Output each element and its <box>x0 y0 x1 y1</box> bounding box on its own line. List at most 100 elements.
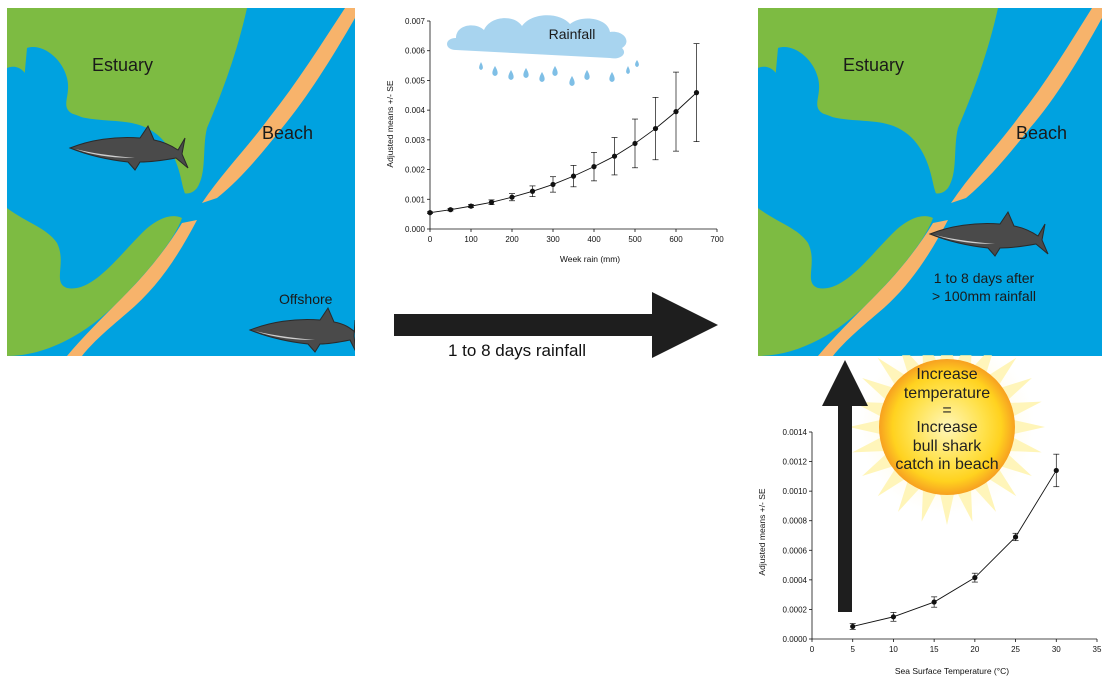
vertical-arrow-shape <box>822 360 868 612</box>
rainfall-chart-x-tick-label: 300 <box>546 235 560 244</box>
cloud-label: Rainfall <box>549 26 596 42</box>
sst-chart-x-tick-label: 15 <box>930 645 939 654</box>
rainfall-chart-axes: 0 100 200 300 400 500 600 700 0.000 0.001 0.002 0.0… <box>405 17 724 244</box>
right-map-note-line2: > 100mm rainfall <box>932 288 1036 304</box>
horizontal-arrow-label: 1 to 8 days rainfall <box>448 341 586 360</box>
sun-text-line5: bull shark <box>913 438 982 455</box>
sst-chart-data-point <box>972 575 978 581</box>
sst-chart-marks <box>849 453 1060 630</box>
left-map-channel <box>22 47 197 218</box>
sst-chart-x-tick-label: 20 <box>970 645 979 654</box>
rainfall-chart-y-tick-label: 0.006 <box>405 47 426 56</box>
right-map-estuary-label: Estuary <box>843 55 904 75</box>
rainfall-chart-data-point <box>427 210 433 216</box>
rainfall-chart-data-point <box>529 188 536 194</box>
rainfall-chart-data-point <box>468 203 474 209</box>
rainfall-chart-data-point <box>693 90 700 96</box>
rainfall-chart: Rainfall 0 100 200 300 400 500 600 700 0.000 0.00… <box>385 15 724 264</box>
rainfall-chart-x-tick-label: 0 <box>428 235 433 244</box>
rainfall-chart-x-tick-label: 100 <box>464 235 478 244</box>
right-map-channel <box>773 47 948 218</box>
left-map-beach-label: Beach <box>262 123 313 143</box>
right-map-sand <box>818 8 1102 356</box>
sst-chart-x-tick-label: 25 <box>1011 645 1020 654</box>
rainfall-chart-xlabel: Week rain (mm) <box>560 254 620 264</box>
sun-text-line4: Increase <box>916 419 977 436</box>
left-map-offshore-label: Offshore <box>279 291 333 307</box>
right-map-land-lower <box>758 208 933 356</box>
rainfall-chart-x-tick-label: 200 <box>505 235 519 244</box>
sst-chart-x-tick-label: 0 <box>810 645 815 654</box>
sst-chart-y-tick-label: 0.0012 <box>783 458 808 467</box>
left-map-shark-estuary <box>68 124 189 171</box>
rainfall-chart-data-point <box>591 164 597 170</box>
sst-chart-y-tick-label: 0.0006 <box>783 546 808 555</box>
rainfall-chart-y-tick-label: 0.000 <box>405 225 426 234</box>
sst-chart-y-tick-label: 0.0002 <box>783 605 808 614</box>
left-map: Estuary Beach Offshore <box>7 8 355 356</box>
sst-chart-x-tick-label: 30 <box>1052 645 1061 654</box>
left-map-estuary-label: Estuary <box>92 55 153 75</box>
sst-chart-y-tick-label: 0.0004 <box>783 576 808 585</box>
sst-chart-data-point <box>1053 467 1059 474</box>
sst-chart-ylabel: Adjusted means +/- SE <box>757 488 767 576</box>
rainfall-chart-data-point <box>550 181 556 188</box>
rainfall-chart-x-tick-label: 400 <box>587 235 601 244</box>
rainfall-chart-x-tick-label: 500 <box>628 235 642 244</box>
right-map-shark-beach <box>928 210 1049 257</box>
rainfall-chart-y-tick-label: 0.002 <box>405 166 426 175</box>
sst-chart-y-tick-label: 0.0008 <box>783 517 808 526</box>
rainfall-chart-data-point <box>673 109 679 115</box>
left-map-shark-offshore <box>248 306 355 353</box>
rainfall-chart-data-point <box>652 125 659 132</box>
left-map-land-upper <box>7 8 247 194</box>
rainfall-chart-y-tick-label: 0.001 <box>405 195 426 204</box>
rainfall-chart-y-tick-label: 0.004 <box>405 106 426 115</box>
right-map-land-upper <box>758 8 998 194</box>
right-map-note-line1: 1 to 8 days after <box>934 270 1035 286</box>
rainfall-chart-x-tick-label: 700 <box>710 235 724 244</box>
rainfall-chart-data-point <box>611 153 618 159</box>
sun-disc <box>879 359 1015 495</box>
rainfall-chart-ylabel: Adjusted means +/- SE <box>385 80 395 168</box>
right-map: Estuary Beach 1 to 8 days after > 100mm … <box>758 8 1102 356</box>
sst-chart-x-tick-label: 35 <box>1093 645 1102 654</box>
sst-chart-y-tick-label: 0.0000 <box>783 635 808 644</box>
right-map-beach-label: Beach <box>1016 123 1067 143</box>
sst-chart-x-tick-label: 5 <box>850 645 855 654</box>
rainfall-chart-series-line <box>429 92 697 214</box>
sst-chart-x-tick-label: 10 <box>889 645 898 654</box>
sst-chart-axes: 0 5 10 15 20 25 30 35 0.0000 0.0002 0.0004 0.0006 0.… <box>783 428 1102 654</box>
sun: Increase temperature = Increase bull sha… <box>849 355 1045 525</box>
rainfall-chart-y-tick-label: 0.005 <box>405 76 426 85</box>
sst-chart-data-point <box>931 599 937 605</box>
rainfall-chart-marks <box>427 43 700 216</box>
rainfall-chart-data-point <box>509 194 515 200</box>
sst-chart-series-line <box>852 470 1057 627</box>
left-map-land-lower <box>7 208 182 356</box>
sst-chart-data-point <box>850 623 856 630</box>
sun-text-line6: catch in beach <box>895 456 998 473</box>
sst-chart-y-tick-label: 0.0014 <box>783 428 808 437</box>
raindrops <box>479 60 639 86</box>
sun-text-line2: temperature <box>904 385 990 402</box>
rainfall-chart-x-tick-label: 600 <box>669 235 683 244</box>
vertical-arrow <box>822 360 868 612</box>
sst-chart-data-point <box>890 614 897 620</box>
sst-chart-data-point <box>1012 534 1019 540</box>
sst-chart-y-tick-label: 0.0010 <box>783 487 808 496</box>
sst-chart-xlabel: Sea Surface Temperature (°C) <box>895 666 1009 676</box>
rainfall-chart-data-point <box>447 207 454 213</box>
rainfall-chart-data-point <box>570 173 577 179</box>
rainfall-chart-data-point <box>632 140 638 147</box>
sst-chart: 0 5 10 15 20 25 30 35 0.0000 0.0002 0.0004 0.0006 0.… <box>757 428 1102 676</box>
sun-text-line1: Increase <box>916 366 977 383</box>
horizontal-arrow-shape <box>394 292 718 358</box>
rainfall-chart-y-tick-label: 0.003 <box>405 136 426 145</box>
horizontal-arrow <box>394 292 718 358</box>
left-map-sand <box>67 8 355 356</box>
sun-text-line3: = <box>942 402 951 419</box>
rainfall-chart-y-tick-label: 0.007 <box>405 17 426 26</box>
rainfall-chart-data-point <box>488 199 495 205</box>
cloud-icon <box>447 15 627 59</box>
